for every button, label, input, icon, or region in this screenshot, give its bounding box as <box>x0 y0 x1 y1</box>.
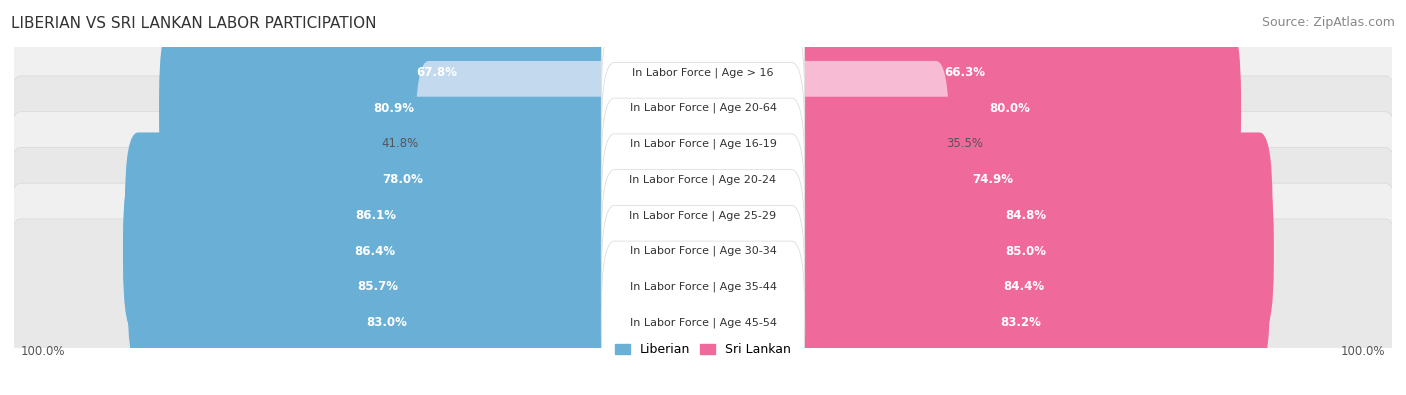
FancyBboxPatch shape <box>245 0 627 155</box>
Text: In Labor Force | Age > 16: In Labor Force | Age > 16 <box>633 67 773 78</box>
FancyBboxPatch shape <box>4 219 1402 395</box>
FancyBboxPatch shape <box>602 98 804 261</box>
FancyBboxPatch shape <box>779 204 1270 370</box>
Text: 41.8%: 41.8% <box>381 137 419 150</box>
FancyBboxPatch shape <box>602 241 804 395</box>
FancyBboxPatch shape <box>4 147 1402 355</box>
Text: 84.8%: 84.8% <box>1005 209 1046 222</box>
Text: LIBERIAN VS SRI LANKAN LABOR PARTICIPATION: LIBERIAN VS SRI LANKAN LABOR PARTICIPATI… <box>11 16 377 31</box>
Text: 67.8%: 67.8% <box>416 66 457 79</box>
Text: 80.9%: 80.9% <box>373 102 413 115</box>
Text: 100.0%: 100.0% <box>21 345 65 358</box>
FancyBboxPatch shape <box>122 168 627 334</box>
FancyBboxPatch shape <box>779 132 1272 298</box>
FancyBboxPatch shape <box>4 112 1402 319</box>
FancyBboxPatch shape <box>602 205 804 368</box>
Text: 83.2%: 83.2% <box>1000 316 1040 329</box>
FancyBboxPatch shape <box>779 61 949 227</box>
Text: 86.1%: 86.1% <box>356 209 396 222</box>
FancyBboxPatch shape <box>779 168 1274 334</box>
Text: 66.3%: 66.3% <box>945 66 986 79</box>
Text: 78.0%: 78.0% <box>382 173 423 186</box>
FancyBboxPatch shape <box>145 240 627 395</box>
FancyBboxPatch shape <box>602 169 804 333</box>
Text: In Labor Force | Age 35-44: In Labor Force | Age 35-44 <box>630 282 776 292</box>
Text: 35.5%: 35.5% <box>946 137 983 150</box>
FancyBboxPatch shape <box>128 204 627 370</box>
FancyBboxPatch shape <box>125 132 627 298</box>
Text: 84.4%: 84.4% <box>1004 280 1045 293</box>
FancyBboxPatch shape <box>602 134 804 297</box>
FancyBboxPatch shape <box>159 25 627 191</box>
Text: Source: ZipAtlas.com: Source: ZipAtlas.com <box>1261 16 1395 29</box>
Text: 85.7%: 85.7% <box>357 280 398 293</box>
Text: 100.0%: 100.0% <box>1341 345 1385 358</box>
FancyBboxPatch shape <box>179 97 627 263</box>
FancyBboxPatch shape <box>779 240 1263 395</box>
Text: 86.4%: 86.4% <box>354 245 396 258</box>
FancyBboxPatch shape <box>4 40 1402 248</box>
FancyBboxPatch shape <box>602 27 804 190</box>
FancyBboxPatch shape <box>779 0 1152 155</box>
Text: In Labor Force | Age 20-24: In Labor Force | Age 20-24 <box>630 174 776 185</box>
Text: 80.0%: 80.0% <box>990 102 1031 115</box>
Text: In Labor Force | Age 25-29: In Labor Force | Age 25-29 <box>630 210 776 221</box>
Text: 74.9%: 74.9% <box>973 173 1014 186</box>
FancyBboxPatch shape <box>779 25 1241 191</box>
FancyBboxPatch shape <box>4 183 1402 391</box>
Text: In Labor Force | Age 30-34: In Labor Force | Age 30-34 <box>630 246 776 256</box>
FancyBboxPatch shape <box>602 62 804 226</box>
Legend: Liberian, Sri Lankan: Liberian, Sri Lankan <box>614 343 792 356</box>
FancyBboxPatch shape <box>4 0 1402 176</box>
Text: In Labor Force | Age 45-54: In Labor Force | Age 45-54 <box>630 317 776 328</box>
FancyBboxPatch shape <box>4 4 1402 212</box>
FancyBboxPatch shape <box>4 76 1402 283</box>
FancyBboxPatch shape <box>779 97 1208 263</box>
FancyBboxPatch shape <box>602 0 804 154</box>
FancyBboxPatch shape <box>416 61 627 227</box>
Text: 83.0%: 83.0% <box>366 316 406 329</box>
Text: In Labor Force | Age 16-19: In Labor Force | Age 16-19 <box>630 139 776 149</box>
Text: 85.0%: 85.0% <box>1005 245 1046 258</box>
Text: In Labor Force | Age 20-64: In Labor Force | Age 20-64 <box>630 103 776 113</box>
